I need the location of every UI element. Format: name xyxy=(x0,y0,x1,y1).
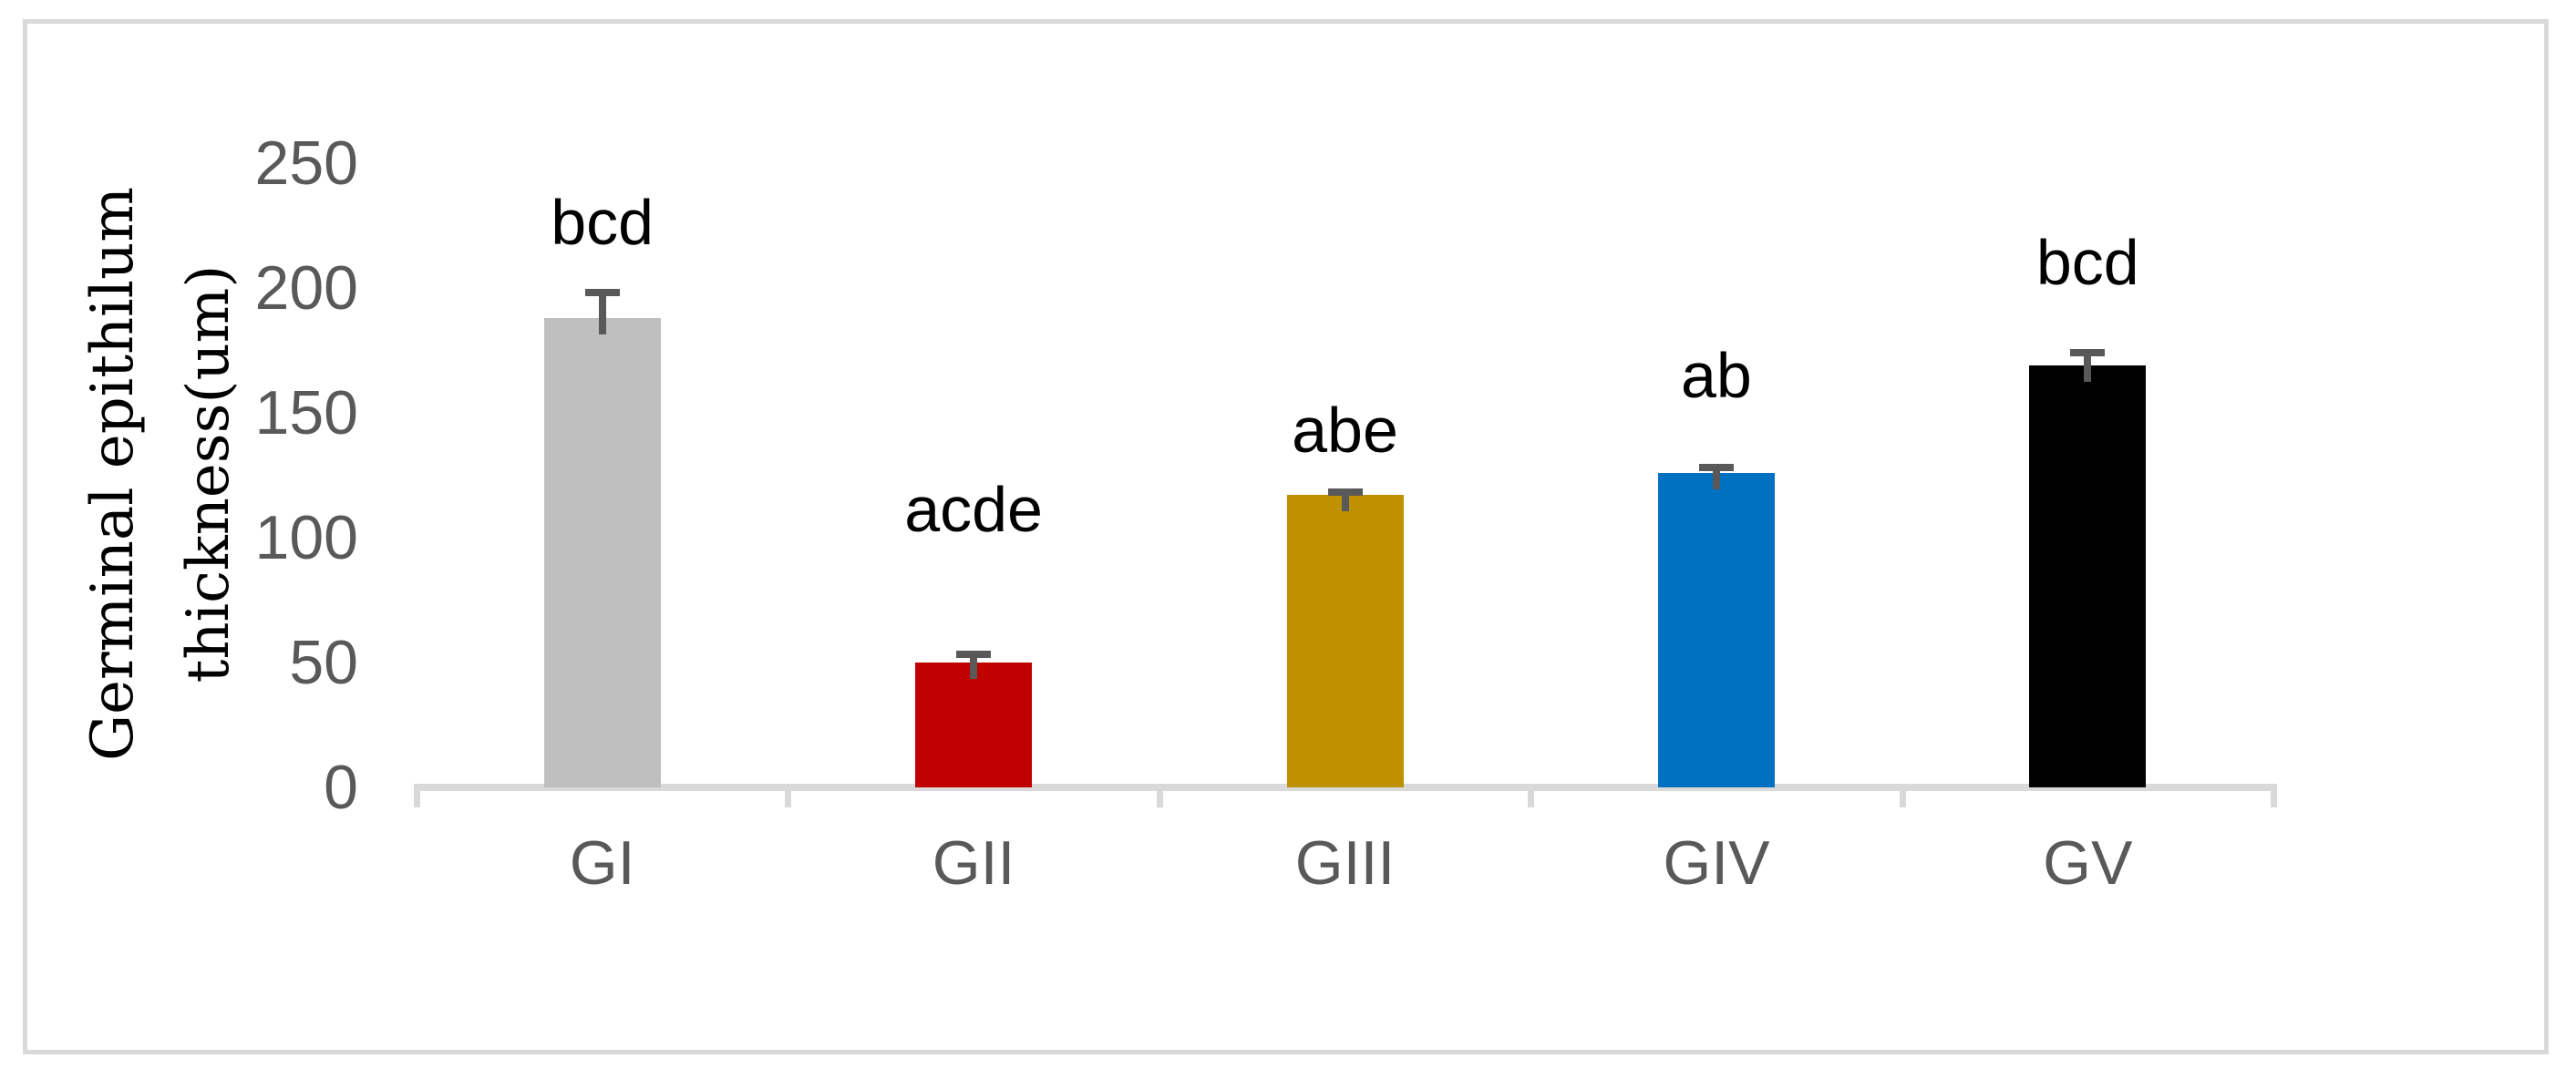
bar-GV xyxy=(2029,365,2147,787)
bar-GIII xyxy=(1286,495,1404,787)
axis-tick xyxy=(2271,784,2277,807)
y-axis-title-line2: thickness(um) xyxy=(175,264,242,683)
bar-significance-label: acde xyxy=(904,474,1043,546)
error-bar xyxy=(2084,350,2092,382)
y-tick-label: 100 xyxy=(254,503,358,572)
error-bar-cap xyxy=(2070,348,2106,356)
x-category-label: GI xyxy=(569,828,635,898)
x-category-label: GIII xyxy=(1294,828,1396,898)
x-category-label: GII xyxy=(932,828,1015,898)
y-axis-title: Germinal epithilum thickness(um) xyxy=(66,109,257,838)
bar-GII xyxy=(915,663,1033,787)
error-bar-cap xyxy=(1698,463,1734,471)
error-bar xyxy=(1341,489,1349,512)
y-axis-title-line1: Germinal epithilum xyxy=(79,186,147,762)
chart-border xyxy=(23,19,2549,1054)
bar-significance-label: bcd xyxy=(2035,227,2139,299)
y-tick-label: 0 xyxy=(324,753,358,822)
axis-tick xyxy=(1528,784,1535,807)
bar-significance-label: abe xyxy=(1292,394,1398,466)
y-tick-label: 250 xyxy=(254,128,358,198)
x-category-label: GV xyxy=(2043,828,2133,898)
error-bar xyxy=(970,653,978,679)
bar-significance-label: ab xyxy=(1680,339,1752,411)
error-bar xyxy=(598,290,606,334)
y-tick-label: 50 xyxy=(289,628,358,697)
error-bar-cap xyxy=(584,288,620,296)
axis-tick xyxy=(1899,784,1906,807)
bar-GI xyxy=(543,317,661,787)
error-bar xyxy=(1712,465,1720,489)
error-bar-cap xyxy=(1327,488,1363,496)
error-bar-cap xyxy=(956,651,992,659)
x-category-label: GIV xyxy=(1663,828,1770,898)
axis-tick xyxy=(1156,784,1163,807)
bar-GIV xyxy=(1657,472,1775,787)
x-axis-line xyxy=(417,784,2273,791)
axis-tick xyxy=(785,784,792,807)
bar-significance-label: bcd xyxy=(551,187,654,259)
y-tick-label: 150 xyxy=(254,378,358,447)
y-tick-label: 200 xyxy=(254,253,358,323)
axis-tick xyxy=(414,784,420,807)
